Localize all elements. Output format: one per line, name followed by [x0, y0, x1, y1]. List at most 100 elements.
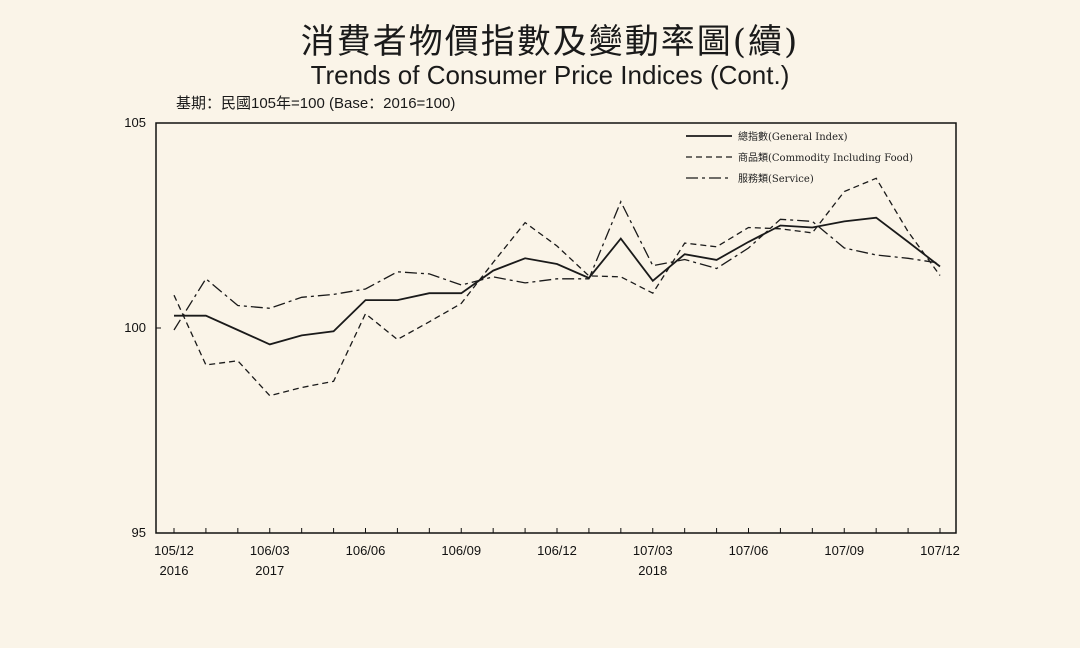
data-point — [907, 241, 909, 243]
data-point — [588, 278, 590, 280]
data-point — [715, 267, 717, 269]
data-point — [875, 217, 877, 219]
data-point — [811, 220, 813, 222]
data-point — [332, 293, 334, 295]
data-point — [269, 307, 271, 309]
data-point — [556, 245, 558, 247]
data-point — [524, 282, 526, 284]
data-point — [907, 230, 909, 232]
data-point — [173, 315, 175, 317]
data-point — [620, 201, 622, 203]
data-point — [779, 224, 781, 226]
series-line — [174, 178, 940, 395]
data-point — [556, 278, 558, 280]
legend-label: 商品類(Commodity Including Food) — [738, 151, 913, 164]
data-point — [396, 271, 398, 273]
data-point — [364, 288, 366, 290]
data-point — [332, 380, 334, 382]
data-point — [460, 284, 462, 286]
x-tick-label: 107/12 — [920, 543, 960, 558]
legend-label: 總指數(General Index) — [738, 130, 848, 143]
y-tick-label: 105 — [124, 115, 146, 130]
data-point — [875, 177, 877, 179]
series-line — [174, 218, 940, 345]
data-point — [779, 228, 781, 230]
data-point — [173, 329, 175, 331]
legend-label: 服務類(Service) — [738, 172, 814, 185]
data-point — [524, 257, 526, 259]
data-point — [492, 269, 494, 271]
x-tick-year-label: 2016 — [160, 563, 189, 578]
data-point — [460, 302, 462, 304]
data-point — [715, 246, 717, 248]
x-tick-label: 106/12 — [537, 543, 577, 558]
data-point — [843, 190, 845, 192]
data-point — [300, 296, 302, 298]
series-dashdot — [173, 201, 941, 332]
data-point — [843, 220, 845, 222]
x-tick-label: 107/03 — [633, 543, 673, 558]
data-point — [747, 226, 749, 228]
data-point — [907, 257, 909, 259]
data-point — [332, 330, 334, 332]
data-point — [620, 276, 622, 278]
data-point — [620, 237, 622, 239]
data-point — [460, 292, 462, 294]
x-axis: 105/12 2016 106/03 2017 106/06 106/09 106/12 10… — [154, 528, 960, 578]
data-point — [652, 264, 654, 266]
x-tick-year-label: 2018 — [638, 563, 667, 578]
series-solid — [173, 217, 941, 346]
series-layer — [173, 177, 941, 397]
data-point — [811, 226, 813, 228]
data-point — [747, 241, 749, 243]
plot-area-frame — [156, 123, 956, 533]
data-point — [652, 280, 654, 282]
data-point — [779, 218, 781, 220]
x-tick-year-label: 2017 — [255, 563, 284, 578]
data-point — [492, 276, 494, 278]
series-dashed — [173, 177, 941, 397]
legend: 總指數(General Index) 商品類(Commodity Includin… — [686, 130, 913, 185]
data-point — [939, 262, 941, 264]
data-point — [492, 261, 494, 263]
data-point — [875, 254, 877, 256]
x-tick-label: 106/09 — [441, 543, 481, 558]
data-point — [237, 329, 239, 331]
data-point — [939, 274, 941, 276]
data-point — [428, 273, 430, 275]
x-tick-label: 106/06 — [346, 543, 386, 558]
data-point — [396, 338, 398, 340]
data-point — [300, 334, 302, 336]
data-point — [364, 299, 366, 301]
data-point — [652, 292, 654, 294]
data-point — [683, 253, 685, 255]
data-point — [843, 247, 845, 249]
data-point — [205, 278, 207, 280]
data-point — [173, 294, 175, 296]
data-point — [524, 221, 526, 223]
data-point — [428, 321, 430, 323]
y-tick-label: 100 — [124, 320, 146, 335]
x-tick-label: 107/09 — [824, 543, 864, 558]
x-tick-label: 107/06 — [729, 543, 769, 558]
data-point — [205, 315, 207, 317]
data-point — [364, 312, 366, 314]
data-point — [300, 386, 302, 388]
data-point — [715, 259, 717, 261]
data-point — [269, 394, 271, 396]
data-point — [747, 247, 749, 249]
data-point — [683, 258, 685, 260]
series-line — [174, 202, 940, 330]
data-point — [205, 364, 207, 366]
x-tick-label: 105/12 — [154, 543, 194, 558]
data-point — [556, 263, 558, 265]
data-point — [939, 265, 941, 267]
y-tick-label: 95 — [132, 525, 146, 540]
data-point — [428, 292, 430, 294]
x-tick-label: 106/03 — [250, 543, 290, 558]
data-point — [811, 232, 813, 234]
data-point — [269, 343, 271, 345]
data-point — [237, 304, 239, 306]
data-point — [396, 299, 398, 301]
